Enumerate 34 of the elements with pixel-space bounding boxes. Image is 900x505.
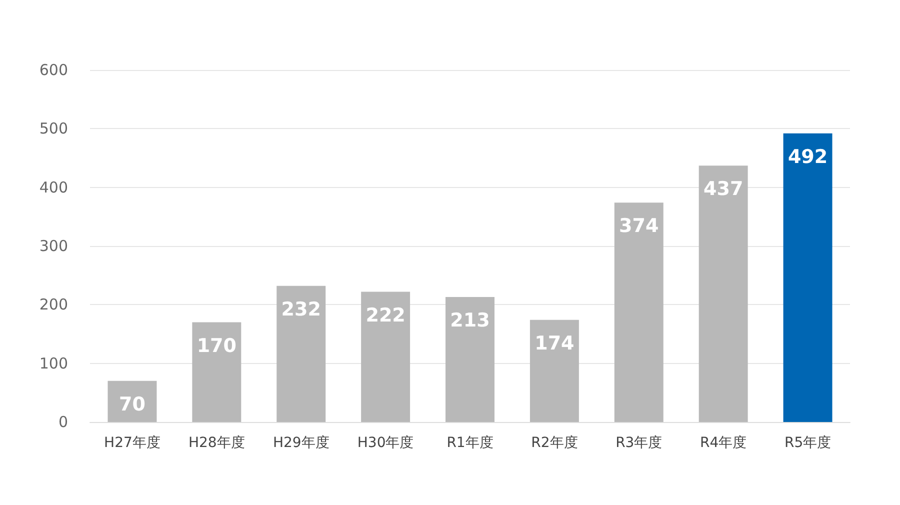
data-label: 70 [118,393,146,416]
x-tick-label: H28年度 [188,435,245,451]
data-label: 174 [534,332,574,354]
bar [698,166,748,422]
data-label: 213 [450,310,490,332]
x-tick-label: R3年度 [616,435,662,451]
y-tick-label: 400 [39,178,68,196]
bar [530,320,579,422]
x-tick-label: H27年度 [104,435,160,451]
x-tick-label: H29年度 [272,435,330,451]
data-label: 170 [196,334,237,357]
bar [192,322,242,422]
y-tick-label: 500 [39,120,68,138]
x-tick-label: R4年度 [700,435,747,451]
y-tick-label: 600 [39,61,68,79]
y-tick-label: 300 [39,237,68,255]
data-label: 374 [619,215,659,238]
bar [361,292,410,422]
data-label: 232 [281,298,321,320]
data-label: 492 [788,146,828,168]
x-tick-label: R1年度 [446,435,494,451]
x-tick-label: R5年度 [784,435,832,451]
bar [108,380,157,422]
y-tick-label: 0 [58,413,68,431]
y-tick-label: 100 [39,354,68,372]
y-tick-label: 200 [39,296,68,314]
bar [783,133,832,422]
data-label: 437 [703,178,744,200]
bar [446,297,494,422]
bar [276,286,326,422]
bar [614,202,664,422]
data-label: 222 [366,304,406,326]
x-tick-label: H30年度 [357,435,414,451]
x-tick-label: R2年度 [531,435,578,451]
